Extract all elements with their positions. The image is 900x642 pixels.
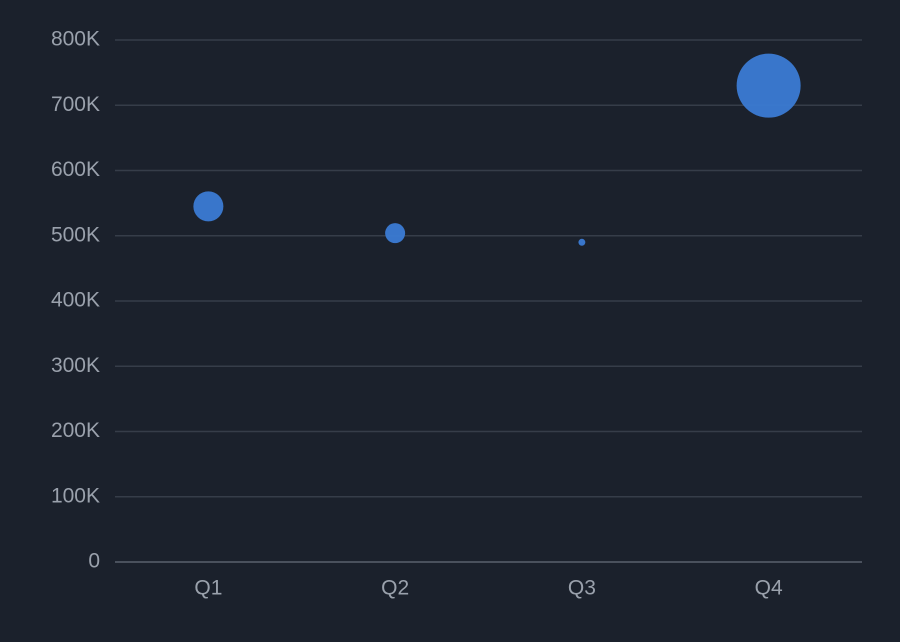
- y-tick-label: 0: [88, 550, 100, 573]
- y-tick-label: 800K: [51, 28, 100, 51]
- x-tick-label: Q2: [381, 577, 409, 600]
- bubble: [578, 238, 586, 246]
- x-tick-label: Q4: [755, 577, 783, 600]
- bubble: [193, 191, 224, 222]
- y-tick-label: 500K: [51, 223, 100, 246]
- bubble: [736, 53, 801, 118]
- x-tick-label: Q3: [568, 577, 596, 600]
- bubble: [385, 223, 406, 244]
- y-tick-label: 600K: [51, 158, 100, 181]
- y-tick-label: 200K: [51, 419, 100, 442]
- y-tick-label: 100K: [51, 484, 100, 507]
- y-tick-label: 400K: [51, 289, 100, 312]
- x-tick-label: Q1: [194, 577, 222, 600]
- y-tick-label: 700K: [51, 93, 100, 116]
- y-tick-label: 300K: [51, 354, 100, 377]
